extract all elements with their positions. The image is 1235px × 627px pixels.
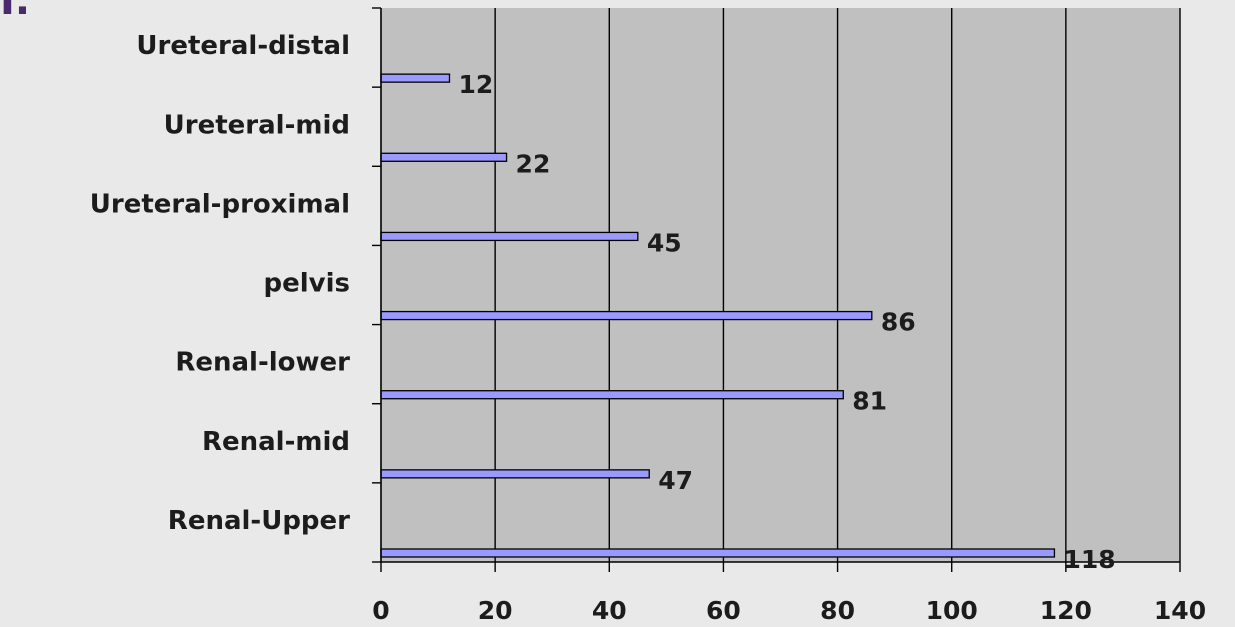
value-label-pelvis: 86	[881, 308, 916, 337]
value-label-renal-lower: 81	[852, 387, 887, 416]
plot-area	[381, 8, 1180, 562]
bar-ureteral-mid	[380, 152, 508, 162]
value-label-ureteral-distal: 12	[458, 70, 493, 99]
value-label-renal-mid: 47	[658, 466, 693, 495]
category-label-ureteral-distal: Ureteral-distal	[136, 31, 350, 61]
x-tick-label-60: 60	[706, 596, 741, 625]
bar-renal-mid	[380, 469, 650, 479]
x-tick-label-0: 0	[372, 596, 389, 625]
bar-renal-lower	[380, 390, 844, 400]
x-tick-label-20: 20	[478, 596, 513, 625]
axes	[372, 7, 1181, 572]
gridlines	[494, 8, 1181, 562]
category-label-renal-lower: Renal-lower	[175, 348, 350, 378]
value-label-renal-upper: 118	[1063, 545, 1115, 574]
bar-ureteral-distal	[380, 73, 451, 83]
bar-ureteral-proximal	[380, 231, 639, 242]
plot-background	[381, 8, 1180, 562]
value-label-ureteral-proximal: 45	[647, 228, 682, 257]
bar-pelvis	[380, 310, 873, 321]
corner-mark: I.	[0, 0, 31, 24]
bar-renal-upper	[380, 548, 1056, 558]
value-label-ureteral-mid: 22	[516, 149, 551, 178]
category-label-ureteral-mid: Ureteral-mid	[164, 110, 350, 140]
x-tick-label-40: 40	[592, 596, 627, 625]
x-tick-label-80: 80	[820, 596, 855, 625]
labels: 12 Ureteral-distal 22 Ureteral-mid 45 Uretera…	[90, 31, 1206, 625]
category-label-renal-upper: Renal-Upper	[168, 506, 350, 536]
x-tick-label-140: 140	[1154, 596, 1206, 625]
category-label-pelvis: pelvis	[264, 269, 351, 299]
category-label-ureteral-proximal: Ureteral-proximal	[90, 189, 350, 219]
category-label-renal-mid: Renal-mid	[202, 427, 350, 457]
x-tick-label-100: 100	[926, 596, 978, 625]
x-tick-label-120: 120	[1040, 596, 1092, 625]
